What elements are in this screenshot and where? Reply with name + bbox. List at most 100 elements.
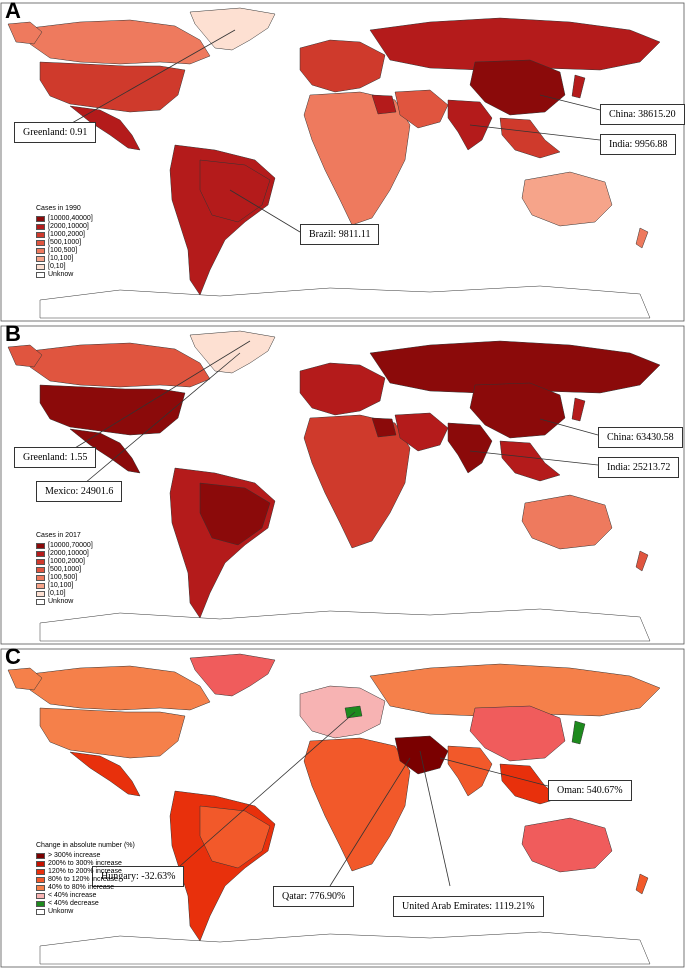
- canada-shape: [29, 342, 211, 388]
- southeast-asia-shape: [499, 440, 561, 482]
- china-shape: [469, 382, 566, 439]
- callout-greenland: Greenland: 1.55: [14, 447, 97, 468]
- panel-letter: B: [5, 321, 21, 346]
- callout-qatar: Qatar: 776.90%: [273, 886, 355, 907]
- world-map-change: [0, 648, 685, 968]
- legend-swatch: [36, 216, 45, 222]
- usa-shape: [39, 61, 186, 113]
- legend-swatch: [36, 599, 45, 605]
- japan-shape: [571, 720, 586, 745]
- new-zealand-shape: [635, 227, 649, 249]
- legend-item: [10000,70000]: [36, 542, 93, 550]
- callout-india: India: 25213.72: [598, 457, 680, 478]
- callout-oman: Oman: 540.67%: [548, 780, 632, 801]
- callout-greenland: Greenland: 0.91: [14, 122, 97, 143]
- southeast-asia-shape: [499, 117, 561, 159]
- alaska-shape: [7, 344, 43, 368]
- egypt-shape: [371, 417, 397, 438]
- usa-shape: [39, 384, 186, 436]
- legend-swatch: [36, 869, 45, 875]
- india-shape: [447, 422, 493, 474]
- callout-mexico: Mexico: 24901.6: [36, 481, 123, 502]
- callout-brazil: Brazil: 9811.11: [300, 224, 380, 245]
- alaska-shape: [7, 667, 43, 691]
- antarctica-shape: [39, 608, 651, 642]
- europe-shape: [299, 685, 386, 739]
- legend-swatch: [36, 264, 45, 270]
- callout-china: China: 38615.20: [600, 104, 685, 125]
- australia-shape: [521, 494, 613, 550]
- legend-item: > 300% increase: [36, 852, 135, 860]
- legend-item: [100,500]: [36, 574, 93, 582]
- legend-item: [1000,2000]: [36, 558, 93, 566]
- legend-swatch: [36, 853, 45, 859]
- callout-hungary: Hungary: -32.63%: [92, 866, 185, 887]
- antarctica-shape: [39, 285, 651, 319]
- legend-swatch: [36, 232, 45, 238]
- canada-shape: [29, 665, 211, 711]
- legend-item: < 40% increase: [36, 892, 135, 900]
- brazil-shape: [199, 159, 271, 223]
- legend-swatch: [36, 575, 45, 581]
- africa-shape: [303, 414, 411, 549]
- middle-east-shape: [394, 89, 449, 129]
- panel-c: C Oman: 540.67% Hungary: -32.63% Qatar: …: [0, 644, 685, 969]
- russia-shape: [369, 663, 661, 717]
- legend-item: [500,1000]: [36, 566, 93, 574]
- russia-shape: [369, 17, 661, 71]
- legend-swatch: [36, 901, 45, 907]
- legend-swatch: [36, 551, 45, 557]
- usa-shape: [39, 707, 186, 759]
- legend-swatch: [36, 224, 45, 230]
- legend-swatch: [36, 559, 45, 565]
- africa-shape: [303, 91, 411, 226]
- europe-shape: [299, 39, 386, 93]
- australia-shape: [521, 171, 613, 227]
- legend-swatch: [36, 543, 45, 549]
- callout-india: India: 9956.88: [600, 134, 677, 155]
- legend: Cases in 2017 [10000,70000] [2000,10000]…: [36, 532, 93, 606]
- legend: Cases in 1990 [10000,40000] [2000,10000]…: [36, 205, 93, 279]
- legend-item: [500,1000]: [36, 239, 93, 247]
- brazil-shape: [199, 482, 271, 546]
- legend-item: Unknow: [36, 271, 93, 279]
- legend-item: < 40% decrease: [36, 900, 135, 908]
- legend-swatch: [36, 877, 45, 883]
- legend-item: [0,10]: [36, 590, 93, 598]
- panel-a: A Greenland: 0.91 China: 38615.20 India:…: [0, 0, 685, 323]
- world-map-1990: [0, 2, 685, 322]
- legend-swatch: [36, 885, 45, 891]
- legend-swatch: [36, 861, 45, 867]
- legend-item: [2000,10000]: [36, 223, 93, 231]
- brazil-shape: [199, 805, 271, 869]
- legend-item: 80% to 120% increase: [36, 876, 135, 884]
- legend-swatch: [36, 909, 45, 915]
- legend-item: Unknow: [36, 598, 93, 606]
- hungary-shape: [344, 705, 363, 719]
- legend-swatch: [36, 256, 45, 262]
- legend-title: Cases in 2017: [36, 532, 81, 539]
- russia-shape: [369, 340, 661, 394]
- legend-item: [10,100]: [36, 255, 93, 263]
- antarctica-shape: [39, 931, 651, 965]
- legend-swatch: [36, 591, 45, 597]
- india-shape: [447, 745, 493, 797]
- alaska-shape: [7, 21, 43, 45]
- australia-shape: [521, 817, 613, 873]
- new-zealand-shape: [635, 873, 649, 895]
- legend-item: [10,100]: [36, 582, 93, 590]
- middle-east-shape: [394, 735, 449, 775]
- panel-letter: C: [5, 644, 21, 669]
- legend-title: Cases in 1990: [36, 205, 81, 212]
- legend-item: 40% to 80% increase: [36, 884, 135, 892]
- callout-china: China: 63430.58: [598, 427, 683, 448]
- legend-item: Unkonw: [36, 908, 135, 916]
- legend-swatch: [36, 248, 45, 254]
- greenland-shape: [189, 653, 276, 697]
- legend-swatch: [36, 567, 45, 573]
- new-zealand-shape: [635, 550, 649, 572]
- legend-item: 200% to 300% increase: [36, 860, 135, 868]
- japan-shape: [571, 397, 586, 422]
- legend-item: [2000,10000]: [36, 550, 93, 558]
- legend-title: Change in absolute number (%): [36, 842, 135, 849]
